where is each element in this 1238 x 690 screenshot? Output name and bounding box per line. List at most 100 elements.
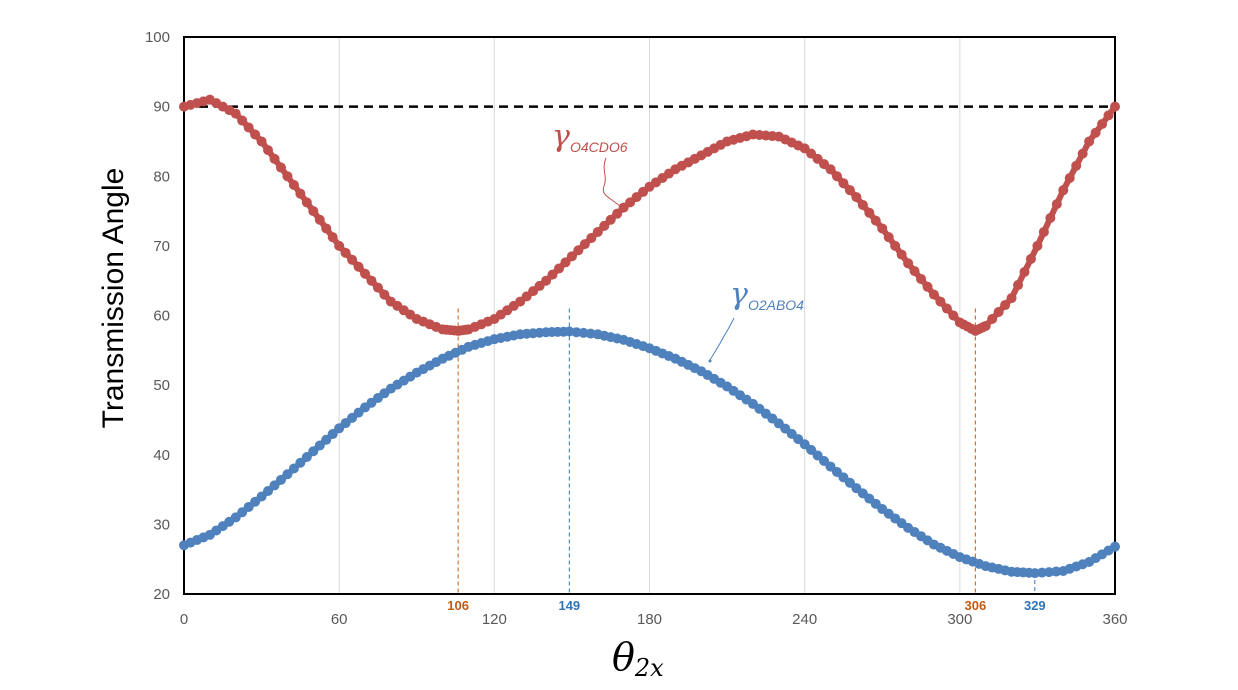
series-bead (314, 440, 325, 451)
series-bead (321, 223, 332, 234)
series-bead (585, 328, 596, 339)
series-bead (599, 220, 610, 231)
series-bead (1038, 226, 1049, 237)
series-point (282, 469, 293, 480)
x-axis-label: θ2x (612, 635, 664, 682)
series-bead (301, 452, 312, 463)
x-tick-label-360: 360 (1102, 611, 1127, 628)
marker-label-329: 329 (1024, 598, 1046, 613)
series-point (1058, 185, 1069, 196)
series-bead (1051, 199, 1062, 210)
curve-label-sub: O4CDO6 (570, 139, 628, 155)
series-bead (482, 336, 493, 347)
series-point (592, 226, 603, 237)
series-bead (916, 273, 927, 284)
series-point (566, 251, 577, 262)
series-bead (806, 444, 817, 455)
x-tick-label-0: 0 (180, 611, 188, 628)
series-point (928, 289, 939, 300)
series-bead (366, 275, 377, 286)
series-bead (560, 257, 571, 268)
series-bead (269, 153, 280, 164)
series-bead (250, 129, 261, 140)
series-bead (857, 199, 868, 210)
series-bead (767, 131, 778, 142)
series-bead (288, 463, 299, 474)
series-bead (1036, 567, 1047, 578)
series-bead (275, 474, 286, 485)
series-bead (1019, 266, 1030, 277)
series-bead (405, 371, 416, 382)
y-tick-label-90: 90 (153, 99, 170, 116)
series-bead (314, 214, 325, 225)
curve-label-sub: O2ABO4 (748, 297, 804, 313)
y-tick-labels: 20 30 40 50 60 70 80 90 100 (145, 29, 170, 603)
curve-annotations: γO4CDO6 γO2ABO4 (552, 119, 804, 363)
y-tick-label-40: 40 (153, 447, 170, 464)
y-tick-label-30: 30 (153, 516, 170, 533)
series-bead (987, 313, 998, 324)
series-bead (353, 261, 364, 272)
series-bead (922, 281, 933, 292)
series-bead (379, 388, 390, 399)
curve-label-O4CDO6: γO4CDO6 (552, 119, 628, 155)
series-point (256, 136, 267, 147)
marker-label-106: 106 (447, 598, 469, 613)
series-bead (224, 516, 235, 527)
series-bead (547, 269, 558, 280)
series-bead (715, 139, 726, 150)
series-bead (741, 131, 752, 142)
series-bead (482, 316, 493, 327)
series-bead (605, 214, 616, 225)
series-bead (663, 351, 674, 362)
series-point (334, 240, 345, 251)
series-bead (767, 413, 778, 424)
series-bead (948, 548, 959, 559)
series-bead (534, 280, 545, 291)
series-bead (870, 215, 881, 226)
series-bead (838, 178, 849, 189)
series-bead (793, 434, 804, 445)
series-bead (327, 429, 338, 440)
series-bead (321, 434, 332, 445)
series-bead (243, 122, 254, 133)
series-bead (353, 407, 364, 418)
curve-pointer-tip (620, 208, 624, 212)
series-bead (508, 300, 519, 311)
series-bead (974, 558, 985, 569)
series-bead (586, 233, 597, 244)
series-bead (340, 247, 351, 258)
series-bead (864, 207, 875, 218)
series-bead (288, 179, 299, 190)
series-bead (431, 321, 442, 332)
series-bead (1000, 300, 1011, 311)
curve-pointer-O2ABO4 (709, 317, 735, 361)
y-axis-label: Transmission Angle (97, 168, 130, 429)
series-bead (993, 307, 1004, 318)
marker-label-306: 306 (964, 598, 986, 613)
series-bead (269, 480, 280, 491)
series-bead (1103, 110, 1114, 121)
x-tick-label-60: 60 (331, 611, 348, 628)
series-bead (638, 341, 649, 352)
series-bead (553, 263, 564, 274)
series-bead (295, 457, 306, 468)
series-bead (558, 326, 569, 337)
series-bead (1044, 567, 1055, 578)
series-bead (1077, 148, 1088, 159)
x-axis-label-main: θ (612, 635, 635, 679)
series-bead (460, 324, 471, 335)
curve-label-main: γ (730, 277, 748, 312)
series-bead (819, 159, 830, 170)
y-tick-label-60: 60 (153, 308, 170, 325)
series-bead (198, 532, 209, 543)
series-bead (457, 344, 468, 355)
series-bead (844, 185, 855, 196)
series-bead (1103, 545, 1114, 556)
series-layer (179, 94, 1120, 579)
series-bead (573, 245, 584, 256)
series-bead (1077, 559, 1088, 570)
series-bead (663, 168, 674, 179)
series-bead (275, 162, 286, 173)
